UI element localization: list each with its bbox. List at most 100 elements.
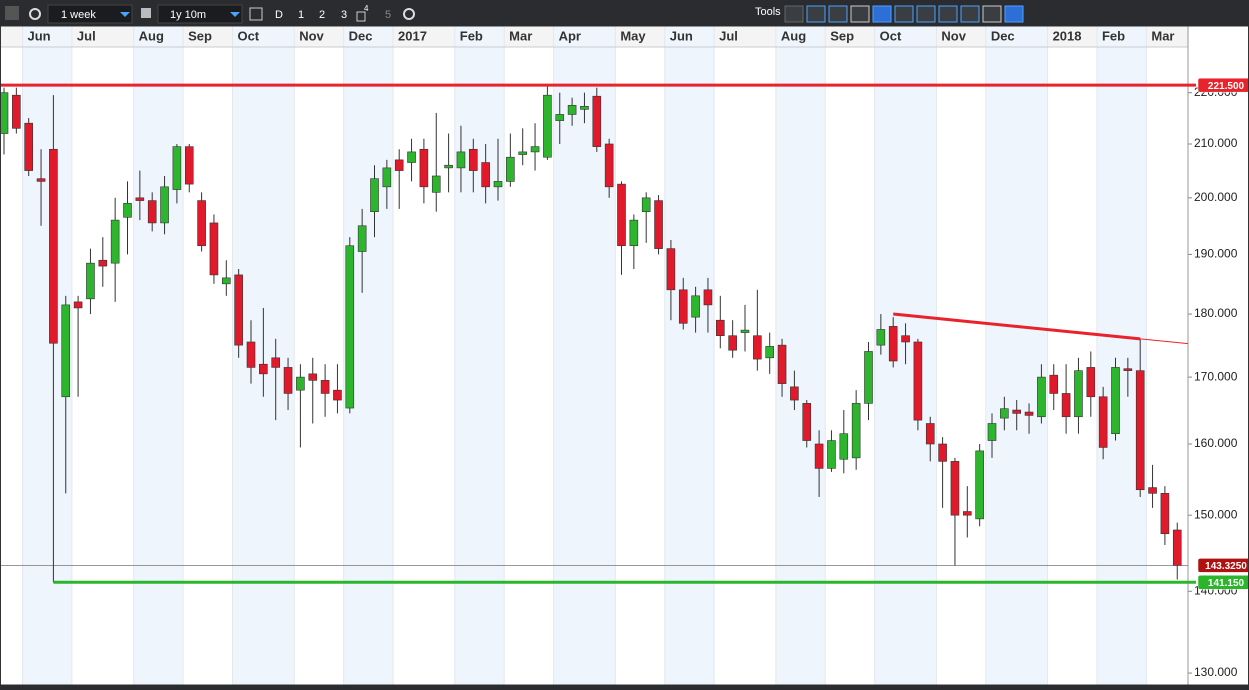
candle-body <box>481 162 490 188</box>
menu-icon[interactable] <box>5 6 19 20</box>
period-button[interactable]: 2 <box>319 9 325 21</box>
calendar-icon[interactable] <box>249 7 263 21</box>
candle-body <box>308 373 318 381</box>
tool-button[interactable] <box>806 5 826 23</box>
tool-button[interactable] <box>784 5 804 23</box>
x-tick-label: Jun <box>670 28 693 43</box>
x-tick-label: 2017 <box>398 28 427 43</box>
period-button[interactable]: 1 <box>298 9 304 21</box>
tool-button[interactable] <box>850 5 870 23</box>
candle-body <box>1172 529 1182 566</box>
candle-body <box>160 186 169 224</box>
y-tick-label: 150.000 <box>1194 507 1238 521</box>
candle-body <box>296 376 305 391</box>
price-badge-label: 143.3250 <box>1205 561 1247 572</box>
range-select[interactable] <box>157 4 243 24</box>
candle-body <box>0 92 9 134</box>
candle-body <box>246 341 256 368</box>
candle-body <box>790 386 799 401</box>
interval-label[interactable]: 1 week <box>61 9 96 21</box>
period-button[interactable]: 3 <box>341 9 347 21</box>
tool-button[interactable] <box>938 5 958 23</box>
candle-body <box>827 440 836 469</box>
candle-body <box>172 146 182 190</box>
y-tick-label: 160.000 <box>1194 436 1238 450</box>
period-button[interactable]: 4 <box>364 4 369 13</box>
candle-body <box>73 301 83 309</box>
candle-body <box>530 146 540 153</box>
interval-select[interactable] <box>47 4 133 24</box>
candle-body <box>962 511 972 516</box>
candle-body <box>61 304 71 398</box>
candle-body <box>913 341 923 421</box>
candle-body <box>394 159 404 171</box>
candle-body <box>135 197 145 201</box>
tool-button[interactable] <box>872 5 892 23</box>
month-band <box>1096 26 1147 685</box>
settings-icon[interactable] <box>29 8 41 20</box>
candle-body <box>36 178 46 182</box>
period-button[interactable]: 5 <box>385 9 391 21</box>
candle-body <box>617 183 626 247</box>
candle-body <box>222 277 231 285</box>
candle-body <box>1111 367 1120 434</box>
month-band <box>454 26 505 685</box>
candle-body <box>1012 409 1022 414</box>
y-tick-label: 180.000 <box>1194 306 1238 320</box>
candle-body <box>864 351 873 404</box>
candle-body <box>740 329 750 333</box>
x-tick-label: Nov <box>299 28 324 43</box>
tool-button[interactable] <box>828 5 848 23</box>
candle-body <box>1148 487 1157 494</box>
tool-button[interactable] <box>894 5 914 23</box>
candle-body <box>925 423 935 445</box>
candle-body <box>876 329 886 346</box>
x-tick-label: Aug <box>781 28 806 43</box>
tools-label[interactable]: Tools <box>755 6 781 18</box>
price-badge <box>1197 575 1249 590</box>
x-tick-label: Dec <box>991 28 1015 43</box>
period-button[interactable]: D <box>275 9 283 21</box>
candle-body <box>184 146 194 185</box>
candle-body <box>604 143 614 188</box>
candle-body <box>444 164 453 169</box>
price-badge-label: 221.500 <box>1208 81 1245 92</box>
candle-body <box>1160 493 1170 535</box>
tool-button[interactable] <box>916 5 936 23</box>
y-tick-label: 200.000 <box>1194 190 1238 204</box>
y-tick-label: 190.000 <box>1194 247 1238 261</box>
candle-body <box>147 200 157 224</box>
candle-body <box>654 200 663 249</box>
tool-button[interactable] <box>982 5 1002 23</box>
candle-body <box>888 326 898 362</box>
candle-body <box>703 289 713 306</box>
candle-body <box>1098 396 1108 448</box>
price-badge-label: 141.150 <box>1208 578 1245 589</box>
tool-button[interactable] <box>1004 5 1024 23</box>
candle-body <box>753 335 762 360</box>
y-tick-label: 170.000 <box>1194 369 1238 383</box>
month-band <box>985 26 1048 685</box>
x-tick-label: May <box>620 28 646 43</box>
candle-body <box>641 197 651 212</box>
candle-body <box>283 367 293 394</box>
candle-body <box>12 94 21 129</box>
bottom-bar <box>0 685 1249 690</box>
candle-body <box>431 175 441 193</box>
month-band <box>664 26 715 685</box>
candle-body <box>678 289 688 324</box>
lock-icon[interactable] <box>141 8 151 18</box>
period-icon <box>356 11 366 22</box>
candle-body <box>1061 393 1071 418</box>
range-label[interactable]: 1y 10m <box>170 9 206 21</box>
settings-icon[interactable] <box>403 8 415 20</box>
candle-body <box>370 178 379 212</box>
x-tick-label: Jun <box>28 28 51 43</box>
tool-button[interactable] <box>960 5 980 23</box>
trendline <box>893 312 1141 341</box>
x-tick-label: Feb <box>1102 28 1125 43</box>
candle-body <box>728 335 737 351</box>
trendline-extension <box>1140 338 1189 345</box>
candle-body <box>950 461 960 516</box>
candle-body <box>1037 376 1046 418</box>
